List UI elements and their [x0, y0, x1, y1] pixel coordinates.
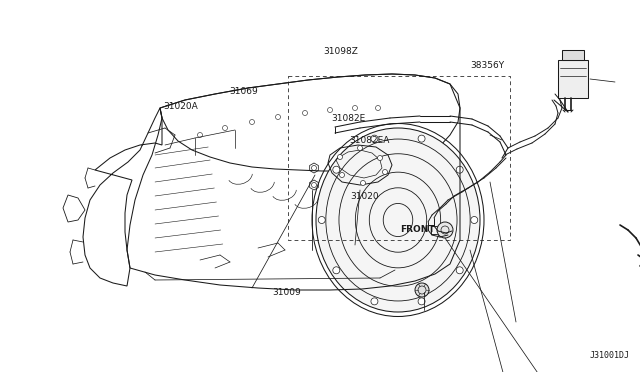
Text: 31020A: 31020A	[163, 102, 198, 110]
Circle shape	[337, 154, 342, 160]
Polygon shape	[562, 50, 584, 60]
Text: 31098Z: 31098Z	[323, 47, 358, 56]
Circle shape	[456, 166, 463, 173]
Circle shape	[250, 119, 255, 125]
Text: 31009: 31009	[272, 288, 301, 296]
Text: 31082E: 31082E	[332, 114, 366, 123]
Polygon shape	[558, 60, 588, 98]
Text: FRONT: FRONT	[400, 225, 435, 234]
Circle shape	[418, 135, 425, 142]
Circle shape	[275, 115, 280, 119]
Circle shape	[378, 155, 383, 160]
Circle shape	[328, 108, 333, 112]
Circle shape	[437, 222, 453, 238]
Circle shape	[371, 135, 378, 142]
Circle shape	[198, 132, 202, 138]
Circle shape	[353, 106, 358, 110]
Circle shape	[471, 217, 477, 224]
Text: 31082EA: 31082EA	[349, 136, 389, 145]
Circle shape	[339, 173, 344, 177]
Circle shape	[358, 145, 362, 151]
Circle shape	[333, 267, 340, 274]
Text: 31020: 31020	[351, 192, 380, 201]
Text: J31001DJ: J31001DJ	[590, 352, 630, 360]
Circle shape	[418, 298, 425, 305]
Circle shape	[371, 298, 378, 305]
Circle shape	[456, 267, 463, 274]
Circle shape	[303, 110, 307, 115]
Circle shape	[376, 106, 381, 110]
Circle shape	[415, 283, 429, 297]
Text: 38356Y: 38356Y	[470, 61, 504, 70]
Text: 31069: 31069	[229, 87, 258, 96]
Circle shape	[318, 217, 325, 224]
Circle shape	[383, 170, 387, 174]
Circle shape	[223, 125, 227, 131]
Circle shape	[360, 180, 365, 186]
Ellipse shape	[316, 128, 480, 312]
Circle shape	[333, 166, 340, 173]
